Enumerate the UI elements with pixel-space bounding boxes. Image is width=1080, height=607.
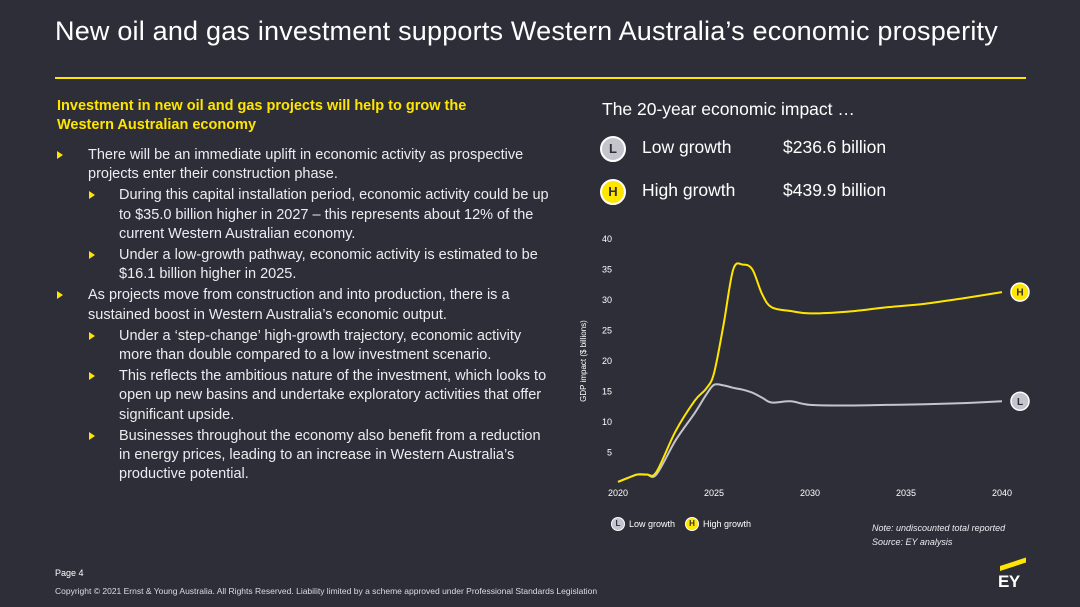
- x-tick-label: 2040: [992, 488, 1012, 498]
- x-tick-label: 2030: [800, 488, 820, 498]
- bullet-text: This reflects the ambitious nature of th…: [119, 368, 547, 423]
- bullet-text: Under a low-growth pathway, economic act…: [119, 247, 538, 283]
- logo-wordmark: EY: [998, 572, 1020, 591]
- bullet-arrow-icon: [89, 331, 95, 340]
- y-tick-label: 30: [602, 295, 612, 305]
- y-tick-label: 15: [602, 387, 612, 397]
- bullet-text: Under a ‘step-change’ high-growth trajec…: [119, 327, 522, 364]
- bullet-item: There will be an immediate uplift in eco…: [55, 146, 555, 184]
- sub-bullet-item: Under a ‘step-change’ high-growth trajec…: [55, 327, 555, 365]
- bullet-arrow-icon: [57, 151, 63, 159]
- title-divider: [55, 77, 1026, 79]
- low-growth-badge: L: [600, 136, 626, 162]
- bullet-item: As projects move from construction and i…: [55, 286, 555, 324]
- y-tick-label: 20: [602, 356, 612, 366]
- bullet-arrow-icon: [89, 431, 95, 440]
- chart-note: Note: undiscounted total reported Source…: [872, 521, 1005, 549]
- copyright-text: Copyright © 2021 Ernst & Young Australia…: [55, 586, 598, 596]
- impact-heading: The 20-year economic impact …: [602, 99, 855, 119]
- page-number: Page 4: [55, 568, 84, 578]
- high-growth-value: $439.9 billion: [783, 180, 887, 200]
- sub-bullet-item: Under a low-growth pathway, economic act…: [55, 246, 555, 284]
- logo-beam: [1000, 557, 1026, 571]
- y-tick-label: 10: [602, 417, 612, 427]
- bullet-arrow-icon: [89, 251, 95, 260]
- bullet-arrow-icon: [89, 372, 95, 381]
- sub-bullet-item: Businesses throughout the economy also b…: [55, 427, 555, 485]
- x-tick-label: 2020: [608, 488, 628, 498]
- bullet-text: During this capital installation period,…: [119, 187, 549, 242]
- source-text: Source: EY analysis: [872, 537, 953, 547]
- high-growth-series-line: [617, 262, 1003, 483]
- note-text: Note: undiscounted total reported: [872, 523, 1006, 533]
- high-growth-badge: H: [600, 179, 626, 205]
- bullet-arrow-icon: [57, 291, 63, 300]
- sub-bullet-item: This reflects the ambitious nature of th…: [55, 367, 555, 425]
- y-tick-label: 5: [607, 448, 612, 458]
- legend-high-label: High growth: [703, 519, 752, 529]
- high-growth-label: High growth: [642, 180, 736, 200]
- bullet-text: There will be an immediate uplift in eco…: [88, 147, 524, 183]
- legend-item-high: H High growth: [685, 517, 751, 531]
- bullet-text: Businesses throughout the economy also b…: [119, 427, 541, 483]
- y-tick-label: 35: [602, 265, 612, 275]
- low-growth-end-marker: [1010, 391, 1030, 412]
- high-growth-end-marker-label: H: [1016, 288, 1023, 299]
- x-tick-label: 2035: [896, 488, 916, 498]
- low-growth-end-marker-label: L: [1017, 397, 1023, 408]
- x-tick-label: 2025: [704, 488, 724, 498]
- bullet-list: There will be an immediate uplift in eco…: [55, 146, 555, 486]
- y-axis-label: GDP impact ($ billions): [579, 320, 588, 402]
- y-tick-label: 25: [602, 326, 612, 336]
- low-growth-value: $236.6 billion: [783, 137, 887, 157]
- legend-low-badge: L: [611, 517, 625, 531]
- sub-bullet-item: During this capital installation period,…: [55, 186, 555, 244]
- high-growth-end-marker: [1010, 282, 1030, 302]
- bullet-text: As projects move from construction and i…: [88, 287, 510, 323]
- legend-high-badge: H: [685, 517, 699, 531]
- page-title: New oil and gas investment supports West…: [55, 16, 998, 46]
- legend-item-low: L Low growth: [611, 517, 675, 531]
- y-tick-label: 40: [602, 234, 612, 244]
- bullet-arrow-icon: [89, 191, 95, 200]
- section-heading: Investment in new oil and gas projects w…: [57, 98, 467, 133]
- ey-logo: EY: [996, 557, 1030, 591]
- legend-low-label: Low growth: [629, 519, 676, 529]
- low-growth-label: Low growth: [642, 137, 732, 157]
